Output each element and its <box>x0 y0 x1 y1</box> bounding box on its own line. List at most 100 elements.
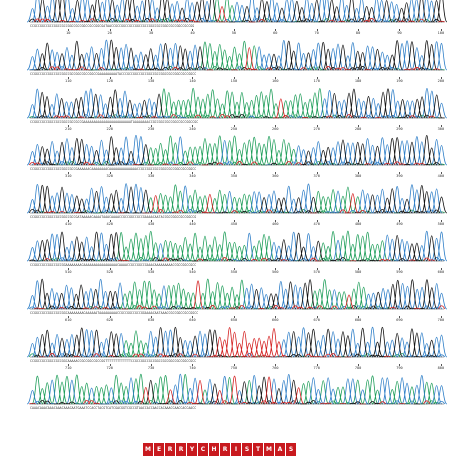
tick-mark <box>192 124 193 127</box>
trace-t <box>43 257 436 262</box>
tick-mark <box>192 172 193 175</box>
tick-label: 400 <box>437 174 445 179</box>
tick-label: 170 <box>313 78 320 83</box>
tick-mark <box>151 29 152 31</box>
tick-mark <box>440 363 442 366</box>
tick-mark <box>68 124 69 127</box>
tick-mark <box>358 363 359 366</box>
tick-label: 190 <box>396 78 403 83</box>
trace-peaks <box>26 230 448 262</box>
message-letter: R <box>176 443 187 456</box>
trace-row: CCGGCCGCCGGCCGCCGGAAAAAAAACAAAAAAAAAAAAA… <box>26 230 448 277</box>
message-letter: S <box>242 443 253 456</box>
trace-row: CCGGCCGCCGGCCGCCGGCAAAAACCGCCGGCCGCCGGTT… <box>26 326 448 373</box>
tick-mark <box>275 315 276 318</box>
tick-label: 750 <box>230 365 238 370</box>
sequence-text: CCGGCCGCCGGCCGCCGGAAAAAAAACAAAAAAAAAAAAA… <box>30 263 197 267</box>
sequence-text: CCGGCCGCCGGCCGCCGGCCGCCGCCGAAAAAAAAAAAAA… <box>30 119 199 124</box>
trace-g <box>28 185 448 214</box>
tick-mark <box>358 29 359 31</box>
trace-t <box>53 97 436 118</box>
tick-mark <box>109 29 111 31</box>
tick-mark <box>109 315 111 318</box>
trace-peaks <box>26 39 448 71</box>
tick-mark <box>68 220 69 223</box>
message-letter: S <box>286 443 297 456</box>
tick-mark <box>440 76 442 79</box>
tick-label: 260 <box>272 126 279 131</box>
tick-label: 620 <box>106 317 113 322</box>
tick-label: 40 <box>190 31 195 35</box>
tick-mark <box>68 172 69 175</box>
tick-label: 210 <box>65 126 72 131</box>
tick-label: 730 <box>147 365 155 370</box>
trace-t <box>43 193 367 214</box>
trace-t <box>33 280 446 310</box>
tick-label: 710 <box>65 365 72 370</box>
message-letter: H <box>209 443 220 456</box>
tick-mark <box>275 172 276 175</box>
tick-label: 70 <box>314 31 319 35</box>
tick-label: 390 <box>396 174 403 179</box>
tick-label: 180 <box>354 78 362 83</box>
trace-c <box>26 39 448 71</box>
tick-mark <box>151 315 152 318</box>
tick-mark <box>358 220 359 223</box>
sequence-text: CCGGCCGCCGGCCGCCGGCCGCCGATAAAAACAAAATAAA… <box>30 215 197 220</box>
tick-mark <box>440 220 442 223</box>
tick-mark <box>233 363 235 366</box>
tick-mark <box>233 29 235 31</box>
tick-mark <box>358 172 359 175</box>
trace-peaks <box>26 326 448 357</box>
tick-mark <box>440 315 442 318</box>
tick-label: 360 <box>272 174 279 179</box>
tick-label: 530 <box>147 270 155 274</box>
tick-label: 740 <box>189 365 196 370</box>
trace-g <box>36 135 441 166</box>
tick-label: 230 <box>147 126 155 131</box>
message-letter: T <box>253 443 264 456</box>
trace-g <box>28 0 448 23</box>
tick-label: 610 <box>65 317 72 322</box>
tick-label: 30 <box>148 31 154 35</box>
trace-row: CCGGCCGCCGGCCGCCGGCCGCCGGCCGCCGGCCGAAAAA… <box>26 39 448 86</box>
tick-label: 120 <box>106 78 113 83</box>
tick-mark <box>68 76 69 79</box>
tick-mark <box>109 220 111 223</box>
tick-mark <box>316 76 318 79</box>
tick-label: 380 <box>354 174 362 179</box>
tick-mark <box>316 315 318 318</box>
tick-label: 790 <box>396 365 403 370</box>
tick-label: 590 <box>396 270 403 274</box>
tick-label: 700 <box>437 317 445 322</box>
tick-mark <box>151 268 152 270</box>
tick-label: 80 <box>355 31 361 35</box>
tick-mark <box>358 76 359 79</box>
trace-peaks <box>26 183 448 214</box>
tick-mark <box>399 315 400 318</box>
tick-label: 630 <box>147 317 155 322</box>
tick-mark <box>358 315 359 318</box>
tick-mark <box>358 124 359 127</box>
tick-label: 460 <box>272 222 279 227</box>
tick-mark <box>109 363 111 366</box>
sequence-text: CCGGCCGCCGGCCGCCGGCCGCCGGCCGCCGGCCGAAAAA… <box>30 71 197 76</box>
tick-mark <box>151 363 152 366</box>
tick-mark <box>316 268 318 270</box>
tick-label: 780 <box>354 365 362 370</box>
tick-label: 100 <box>437 31 445 35</box>
tick-mark <box>233 315 235 318</box>
trace-row: CCGCCGGCCGCCGGCCGCCGGCCGCCGGCCGCCGGCGATA… <box>26 0 448 38</box>
message-letter: A <box>275 443 286 456</box>
tick-label: 680 <box>354 317 362 322</box>
message-letter: I <box>231 443 242 456</box>
tick-label: 160 <box>272 78 279 83</box>
tick-label: 570 <box>313 270 320 274</box>
sequence-text: CCGGCCGCCGGCCGCCGGCAAAAACCGCCGGCCGCCGGTT… <box>30 358 197 363</box>
trace-peaks <box>26 374 448 405</box>
tick-label: 130 <box>147 78 155 83</box>
tick-label: 250 <box>230 126 238 131</box>
tick-label: 200 <box>437 78 445 83</box>
tick-label: 350 <box>230 174 238 179</box>
tick-mark <box>399 172 400 175</box>
